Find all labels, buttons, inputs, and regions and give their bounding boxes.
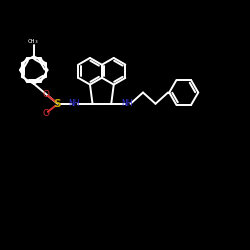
Text: S: S [54,99,61,109]
Text: O: O [43,90,50,99]
Text: NH: NH [122,99,133,108]
Text: O: O [43,109,50,118]
Text: NH: NH [68,99,80,108]
Text: CH₃: CH₃ [28,39,40,44]
